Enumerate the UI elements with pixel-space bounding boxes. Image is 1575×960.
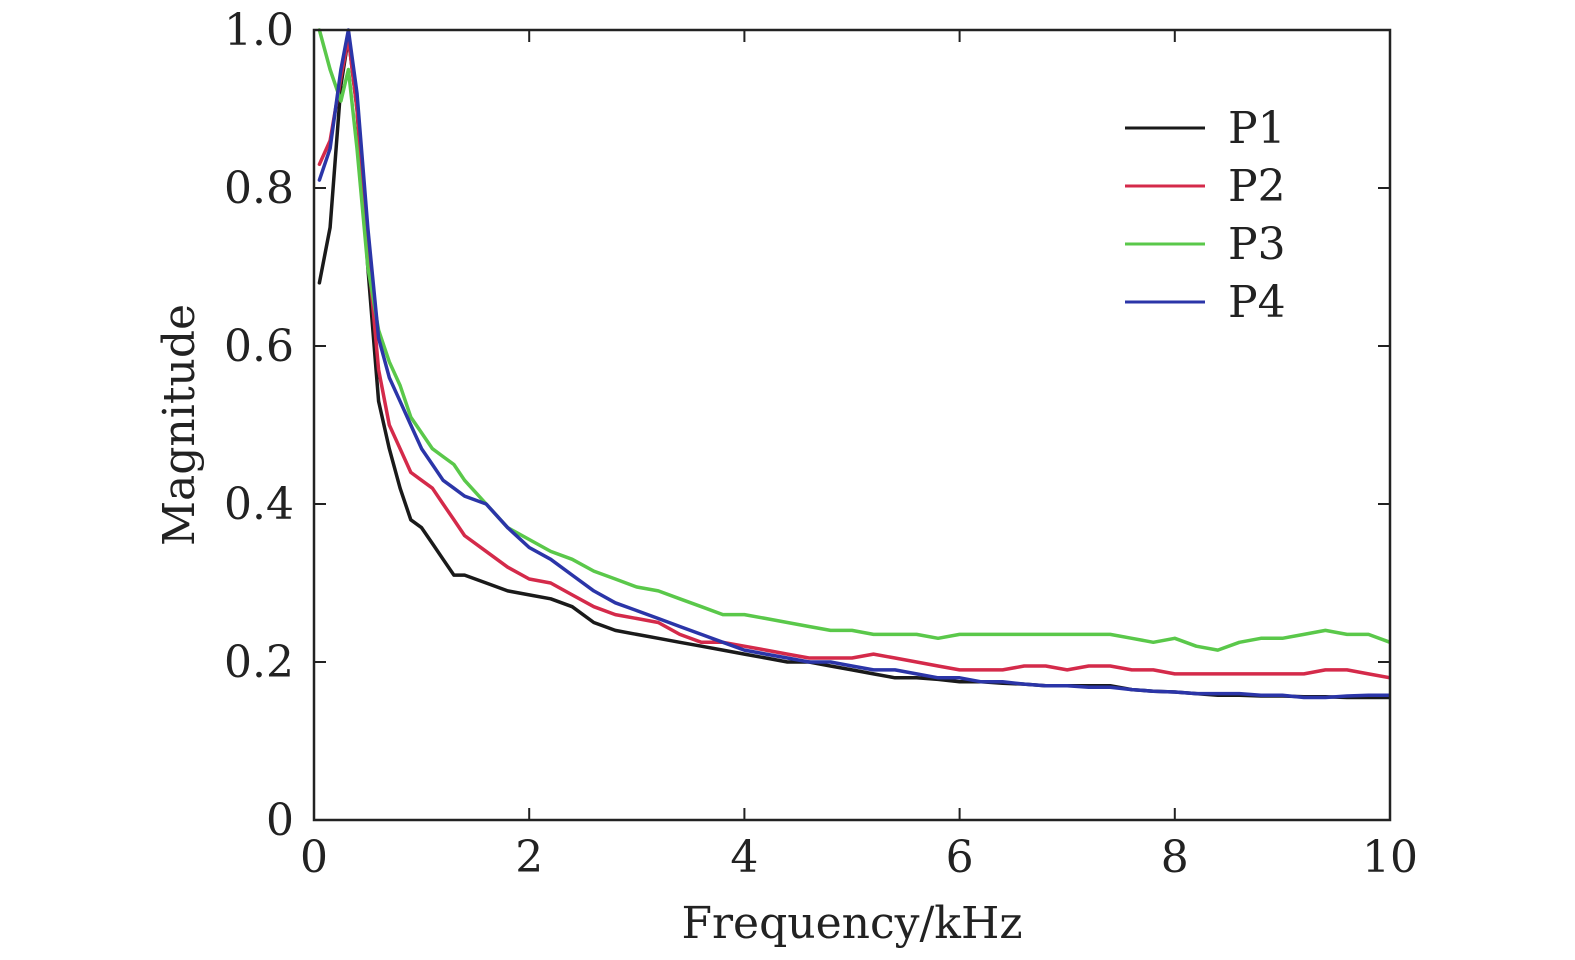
y-tick-label: 0.6 (224, 321, 294, 372)
y-tick-label: 0 (266, 795, 294, 846)
x-tick-label: 8 (1161, 832, 1189, 883)
series-line-p3 (317, 28, 1390, 652)
legend-label-p3: P3 (1228, 219, 1286, 270)
y-tick-label: 0.2 (224, 637, 294, 688)
x-axis-title: Frequency/kHz (681, 898, 1022, 949)
x-tick-label: 6 (946, 832, 974, 883)
series-layer (317, 28, 1390, 700)
y-tick-label: 1.0 (224, 5, 294, 56)
y-tick-label: 0.8 (224, 163, 294, 214)
y-axis-title: Magnitude (154, 304, 205, 546)
series-line-p4 (317, 28, 1390, 700)
ticks-layer: 0 2 4 6 8 10 0 0.2 0.4 0.6 0.8 1.0 (224, 5, 1418, 883)
legend: P1 P2 P3 P4 (1125, 103, 1286, 328)
x-tick-label: 2 (515, 832, 543, 883)
y-tick-label: 0.4 (224, 479, 294, 530)
legend-label-p4: P4 (1228, 277, 1286, 328)
x-tick-label: 0 (300, 832, 328, 883)
legend-label-p2: P2 (1228, 161, 1286, 212)
x-tick-label: 4 (730, 832, 758, 883)
series-line-p2 (317, 36, 1390, 680)
x-tick-label: 10 (1362, 832, 1418, 883)
legend-label-p1: P1 (1228, 103, 1286, 154)
plot-frame (312, 28, 1392, 822)
